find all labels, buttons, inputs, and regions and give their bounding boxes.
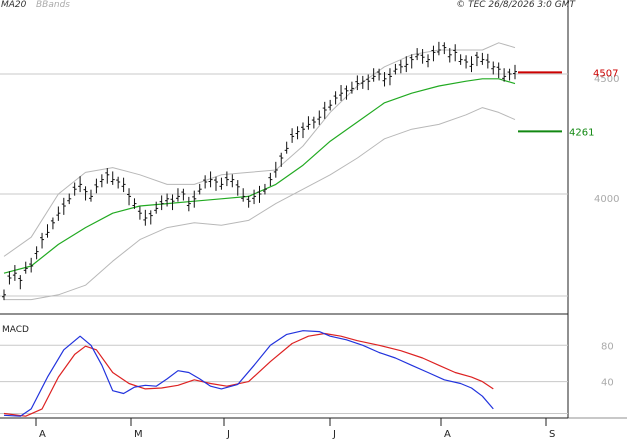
price-y-tick-label: 4000 [594, 194, 619, 205]
x-tick-label: J [226, 429, 230, 440]
x-tick-label: J [332, 429, 336, 440]
x-tick-label: A [444, 429, 451, 440]
x-tick-label: M [134, 429, 143, 440]
macd-title: MACD [2, 325, 29, 335]
macd-y-tick-label: 40 [601, 378, 614, 389]
x-tick-label: S [549, 429, 555, 440]
copyright-text: © TEC 26/8/2026 3:0 GMT [456, 0, 575, 10]
macd-y-tick-label: 80 [601, 341, 614, 352]
ma20-legend-label: MA20 [1, 0, 27, 10]
bbands-legend-label: BBands [36, 0, 70, 10]
resistance-level-label: 4507 [593, 68, 618, 79]
support-level-label: 4261 [569, 127, 594, 138]
x-tick-label: A [39, 429, 46, 440]
bband-upper-line [3, 42, 516, 257]
macd-line [3, 330, 494, 417]
macd-signal-line [3, 332, 494, 417]
bband-lower-line [4, 107, 516, 301]
ma20-line [3, 78, 516, 274]
price-y-tick-label: 4500 [594, 74, 619, 85]
